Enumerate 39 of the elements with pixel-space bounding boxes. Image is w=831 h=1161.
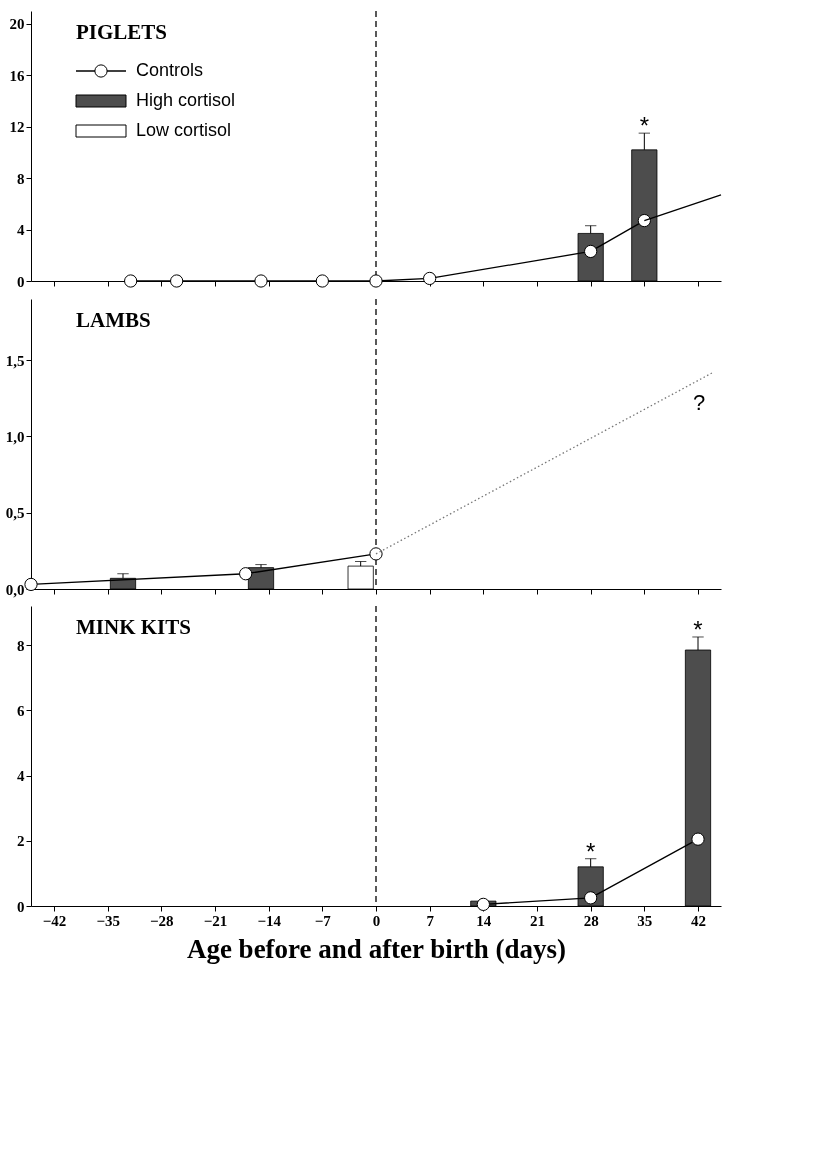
annotation: * <box>693 615 703 643</box>
x-tick-label: 35 <box>637 912 653 929</box>
y-tick-label: 1,5 <box>5 352 25 369</box>
x-tick-label: −14 <box>257 912 282 929</box>
x-tick-label: 28 <box>583 912 599 929</box>
y-tick-label: 0,0 <box>5 581 25 598</box>
legend-label: High cortisol <box>136 90 236 110</box>
chart-title: PIGLETS <box>76 20 168 44</box>
x-tick-label: 42 <box>691 912 706 929</box>
y-tick-label: 12 <box>9 119 25 136</box>
x-tick-label: 0 <box>372 912 381 929</box>
x-tick-label: 14 <box>476 912 492 929</box>
y-tick-label: 0 <box>17 898 25 915</box>
y-tick-label: 4 <box>17 768 25 785</box>
y-tick-label: 20 <box>9 16 25 33</box>
x-tick-label: −7 <box>314 912 332 929</box>
x-tick-label: 7 <box>426 912 435 929</box>
y-tick-label: 8 <box>17 170 25 187</box>
y-tick-label: 0 <box>17 273 25 290</box>
x-tick-label: −35 <box>96 912 120 929</box>
legend-label: Controls <box>136 60 204 80</box>
annotation: ? <box>692 390 706 416</box>
annotation: * <box>585 837 596 865</box>
x-tick-label: −21 <box>203 912 228 929</box>
legend-label: Low cortisol <box>136 120 232 140</box>
x-tick-label: 21 <box>530 912 545 929</box>
y-tick-label: 1,0 <box>5 428 25 445</box>
chart-title: MINK KITS <box>76 615 191 639</box>
y-tick-label: 16 <box>9 67 25 84</box>
y-tick-label: 8 <box>17 637 25 654</box>
x-tick-label: −28 <box>150 912 174 929</box>
y-tick-label: 2 <box>17 833 25 850</box>
y-tick-label: 4 <box>17 222 25 239</box>
x-axis-title: Age before and after birth (days) <box>186 933 567 964</box>
annotation: * <box>639 112 650 140</box>
x-tick-label: −42 <box>42 912 67 929</box>
y-tick-label: 6 <box>17 702 25 719</box>
y-tick-label: 0,5 <box>5 505 25 522</box>
chart-title: LAMBS <box>76 308 151 332</box>
